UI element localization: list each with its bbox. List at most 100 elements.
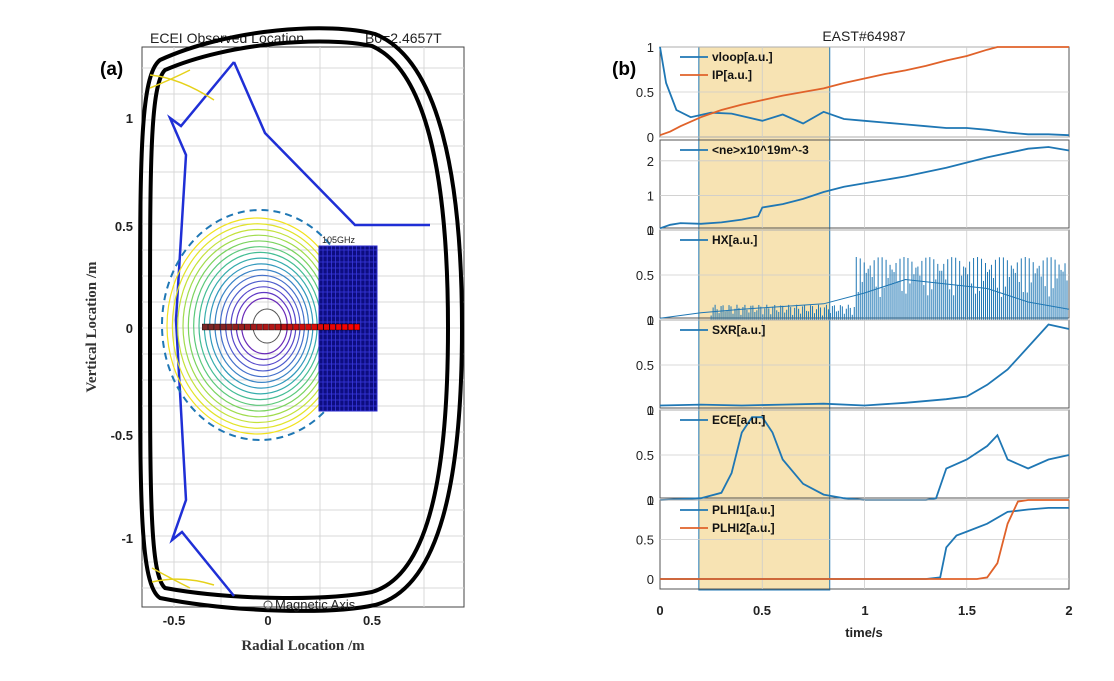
subplot-ytick: 1 — [647, 223, 654, 238]
legend-label: HX[a.u.] — [712, 233, 757, 247]
midplane-channel — [214, 323, 221, 331]
subplot-0: 0 0.5 1 vloop[a.u.] IP[a.u.] — [636, 40, 1070, 145]
legend-label: PLHI1[a.u.] — [712, 503, 775, 517]
midplane-channel — [250, 323, 257, 331]
midplane-channel — [293, 323, 300, 331]
legend-label: IP[a.u.] — [712, 68, 752, 82]
subplot-ytick: 1 — [647, 403, 654, 418]
subplot-5: 0 0.5 1 PLHI1[a.u.] PLHI2[a.u.] — [636, 493, 1070, 590]
subplot-ytick: 0 — [647, 130, 654, 145]
a-xtick-05: 0.5 — [363, 613, 381, 628]
series-line — [659, 146, 1070, 230]
ecei-box-label: 105GHz — [322, 235, 356, 245]
outer-vessel-wall — [138, 26, 465, 613]
legend-label: PLHI2[a.u.] — [712, 521, 775, 535]
a-ytick-05: 0.5 — [115, 219, 133, 234]
legend-label: SXR[a.u.] — [712, 323, 765, 337]
series-line — [659, 323, 1070, 407]
series-line — [659, 416, 1070, 501]
subplot-ytick: 2 — [647, 154, 654, 169]
midplane-channel — [287, 323, 294, 331]
midplane-channel — [226, 323, 233, 331]
subplot-ytick: 0.5 — [636, 448, 654, 463]
subplot-2: 0 0.5 1 HX[a.u.] — [636, 223, 1070, 328]
panel-a-ylabel: Vertical Location /m — [84, 261, 100, 393]
a-ytick-0: 0 — [126, 321, 133, 336]
panel-a-ticks: -0.5 0 0.5 1 0.5 0 -0.5 -1 — [111, 111, 381, 628]
subplot-ytick: 0 — [647, 493, 654, 508]
midplane-channel — [354, 323, 360, 331]
panel-b-title: EAST#64987 — [822, 28, 905, 44]
midplane-channel — [311, 323, 318, 331]
panel-a: ECEI Observed Location B0=2.4657T (a) Ra… — [84, 26, 465, 654]
midplane-channel — [347, 323, 354, 331]
a-xtick-0: 0 — [264, 613, 271, 628]
subplot-ytick: 0 — [647, 223, 654, 238]
lower-divertor-arc-2 — [151, 567, 191, 589]
subplot-ytick: 0 — [647, 572, 654, 587]
b-xtick-1: 1 — [861, 603, 868, 618]
midplane-channel — [323, 323, 330, 331]
lower-divertor-arc — [151, 578, 215, 586]
first-wall-left — [167, 61, 235, 597]
upper-divertor-arc — [149, 74, 215, 101]
series-line — [659, 46, 1070, 137]
subplot-ytick: 0.5 — [636, 268, 654, 283]
midplane-channel — [201, 323, 208, 331]
panel-a-label: (a) — [100, 59, 123, 80]
b-xtick-15: 1.5 — [958, 603, 976, 618]
legend-label: ECE[a.u.] — [712, 413, 765, 427]
midplane-channel — [262, 323, 269, 331]
panel-b-label: (b) — [612, 59, 636, 80]
a-ytick-neg1: -1 — [121, 531, 133, 546]
series-line — [660, 499, 1069, 580]
a-ytick-neg05: -0.5 — [111, 428, 133, 443]
legend-label: <ne>x10^19m^-3 — [712, 143, 809, 157]
midplane-channel-row — [201, 323, 360, 331]
midplane-channel — [299, 323, 306, 331]
upper-divertor-arc-2 — [149, 69, 191, 89]
midplane-channel — [268, 323, 275, 331]
first-wall — [232, 61, 430, 227]
midplane-channel — [256, 323, 263, 331]
series-line — [659, 46, 1069, 137]
midplane-channel — [220, 323, 227, 331]
magnetic-axis-label: Magnetic Axis — [275, 597, 356, 612]
subplot-ytick: 1 — [647, 493, 654, 508]
b-xtick-05: 0.5 — [753, 603, 771, 618]
subplot-ytick: 1 — [647, 40, 654, 55]
subplot-ytick: 1 — [647, 188, 654, 203]
subplot-ytick: 0 — [647, 403, 654, 418]
series-line — [660, 506, 1069, 580]
midplane-channel — [238, 323, 245, 331]
panel-a-title-right: B0=2.4657T — [365, 30, 442, 46]
panel-b-xlabel: time/s — [845, 625, 883, 640]
subplot-ytick: 1 — [647, 313, 654, 328]
legend-label: vloop[a.u.] — [712, 50, 773, 64]
midplane-channel — [232, 323, 239, 331]
panel-a-grid — [142, 47, 464, 607]
b-xtick-2: 2 — [1065, 603, 1072, 618]
panel-a-xlabel: Radial Location /m — [241, 638, 365, 654]
b-xtick-0: 0 — [656, 603, 663, 618]
panel-b-subplots: 00.51vloop[a.u.]IP[a.u.]012<ne>x10^19m^-… — [636, 40, 1070, 590]
subplot-ytick: 0.5 — [636, 358, 654, 373]
midplane-channel — [341, 323, 348, 331]
panel-b: (b) EAST#64987 00.51vloop[a.u.]IP[a.u.]0… — [612, 28, 1073, 640]
midplane-channel — [244, 323, 251, 331]
midplane-channel — [329, 323, 336, 331]
midplane-channel — [305, 323, 312, 331]
inner-vessel-wall — [148, 39, 451, 600]
midplane-channel — [335, 323, 342, 331]
midplane-channel — [208, 323, 214, 331]
subplot-ytick: 0.5 — [636, 85, 654, 100]
subplot-4: 0 0.5 1 ECE[a.u.] — [636, 403, 1070, 508]
a-ytick-1: 1 — [126, 111, 133, 126]
midplane-channel — [281, 323, 287, 331]
subplot-ytick: 0 — [647, 313, 654, 328]
midplane-channel — [274, 323, 281, 331]
a-xtick-neg05: -0.5 — [163, 613, 185, 628]
subplot-ytick: 0.5 — [636, 533, 654, 548]
magnetic-axis-marker — [263, 600, 273, 610]
